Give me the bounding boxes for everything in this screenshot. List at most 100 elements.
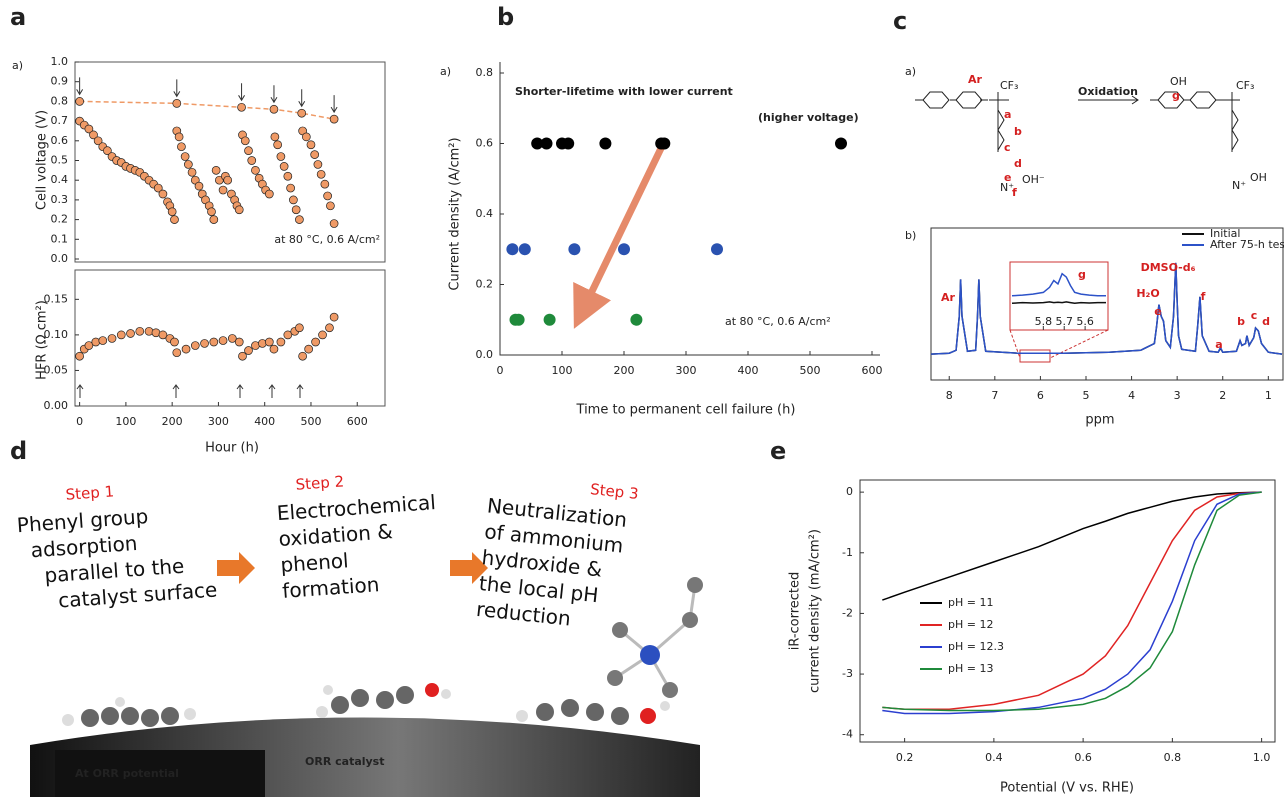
point <box>223 175 233 185</box>
x-tick-label: 200 <box>614 364 635 377</box>
point <box>181 344 191 354</box>
point <box>291 205 301 215</box>
point <box>170 215 179 224</box>
y-axis-label: iR-corrected <box>788 572 803 651</box>
point <box>562 137 575 150</box>
point <box>251 166 260 175</box>
frame <box>74 269 386 407</box>
surface-label: ORR catalyst <box>305 755 385 768</box>
point <box>244 346 253 355</box>
panel-label: c <box>893 7 907 35</box>
structure-text: c <box>1004 141 1011 154</box>
peak-label: e <box>1154 305 1161 318</box>
legend-label: After 75-h test <box>1210 238 1284 251</box>
point <box>177 142 186 152</box>
reaction-label: Oxidation <box>1078 85 1138 98</box>
inset-region <box>1019 349 1051 363</box>
structure-text: CF₃ <box>1000 79 1018 92</box>
peak-label: f <box>1201 290 1206 303</box>
structure-text: d <box>1014 157 1022 170</box>
x-tick-label: 100 <box>552 364 573 377</box>
x-tick-label: 600 <box>347 415 368 428</box>
panel-label: d <box>10 437 27 465</box>
x-tick-label: 0 <box>76 415 83 428</box>
structure-text: OH <box>1170 75 1187 88</box>
sublabel: b) <box>905 229 916 242</box>
y-tick-label: 0.2 <box>51 213 69 226</box>
y-axis-label: current density (mA/cm²) <box>808 529 823 693</box>
point <box>506 243 519 256</box>
structure-text: N⁺ <box>1000 181 1014 194</box>
point <box>258 339 267 348</box>
x-tick-label: 0.4 <box>985 751 1003 764</box>
y-tick-label: -2 <box>842 606 853 619</box>
point <box>286 183 295 193</box>
line <box>882 491 1262 712</box>
point <box>234 205 244 215</box>
point <box>158 189 168 199</box>
point <box>289 195 298 205</box>
point <box>227 334 237 343</box>
panel-label: b <box>497 3 514 31</box>
x-tick-label: 200 <box>162 415 183 428</box>
point <box>172 99 182 108</box>
point <box>269 344 279 354</box>
point <box>247 156 257 165</box>
x-tick-label: 2 <box>1219 389 1226 402</box>
point <box>209 215 219 224</box>
x-tick-label: 1 <box>1265 389 1272 402</box>
x-tick-label: 5.7 <box>1055 315 1073 328</box>
y-tick-label: 0 <box>846 485 853 498</box>
molecules <box>62 577 703 727</box>
y-axis-label: Cell voltage (V) <box>35 110 50 210</box>
x-tick-label: 5 <box>1082 389 1089 402</box>
peak-label: DMSO-d₆ <box>1141 261 1196 274</box>
point <box>283 330 293 340</box>
point <box>599 137 612 150</box>
step-text: formation <box>281 572 380 603</box>
y-tick-label: 0.7 <box>51 114 69 127</box>
point <box>297 108 307 118</box>
x-tick-label: 7 <box>991 389 998 402</box>
x-tick-label: 8 <box>946 389 953 402</box>
y-tick-label: 0.0 <box>476 348 494 361</box>
point <box>618 243 630 256</box>
y-tick-label: 0.2 <box>476 278 494 291</box>
x-tick-label: 4 <box>1128 389 1135 402</box>
frame <box>930 227 1284 381</box>
x-axis-label: Time to permanent cell failure (h) <box>576 403 796 418</box>
point <box>135 326 145 336</box>
sublabel: a) <box>440 65 451 78</box>
line <box>1011 301 1106 305</box>
x-axis-label: Hour (h) <box>205 441 259 456</box>
point <box>200 339 209 348</box>
step-label: Step 2 <box>295 472 345 493</box>
x-tick-label: 0 <box>497 364 504 377</box>
y-tick-label: 0.15 <box>44 292 69 305</box>
point <box>316 169 326 179</box>
line <box>882 491 1262 601</box>
y-tick-label: 0.0 <box>51 252 69 265</box>
point <box>323 191 332 201</box>
structure-text: g <box>1172 89 1180 102</box>
y-tick-label: -3 <box>842 667 853 680</box>
arrows <box>76 384 304 398</box>
point <box>276 152 286 161</box>
y-tick-label: 0.6 <box>476 137 494 150</box>
structure-text: f <box>1012 186 1017 199</box>
point <box>170 337 179 347</box>
structure-text: N⁺ <box>1232 179 1246 192</box>
trend-arrow <box>573 138 669 329</box>
line <box>882 491 1262 710</box>
peak-label: Ar <box>941 291 956 304</box>
annotation: at 80 °C, 0.6 A/cm² <box>725 315 831 328</box>
point <box>264 337 274 347</box>
point <box>75 97 84 106</box>
arrow <box>173 79 181 98</box>
legend-label: pH = 12.3 <box>948 640 1004 653</box>
inset-link <box>1009 329 1109 359</box>
point <box>273 140 283 150</box>
point <box>93 136 103 146</box>
frame <box>859 479 1276 743</box>
peak-label: a <box>1215 338 1222 351</box>
